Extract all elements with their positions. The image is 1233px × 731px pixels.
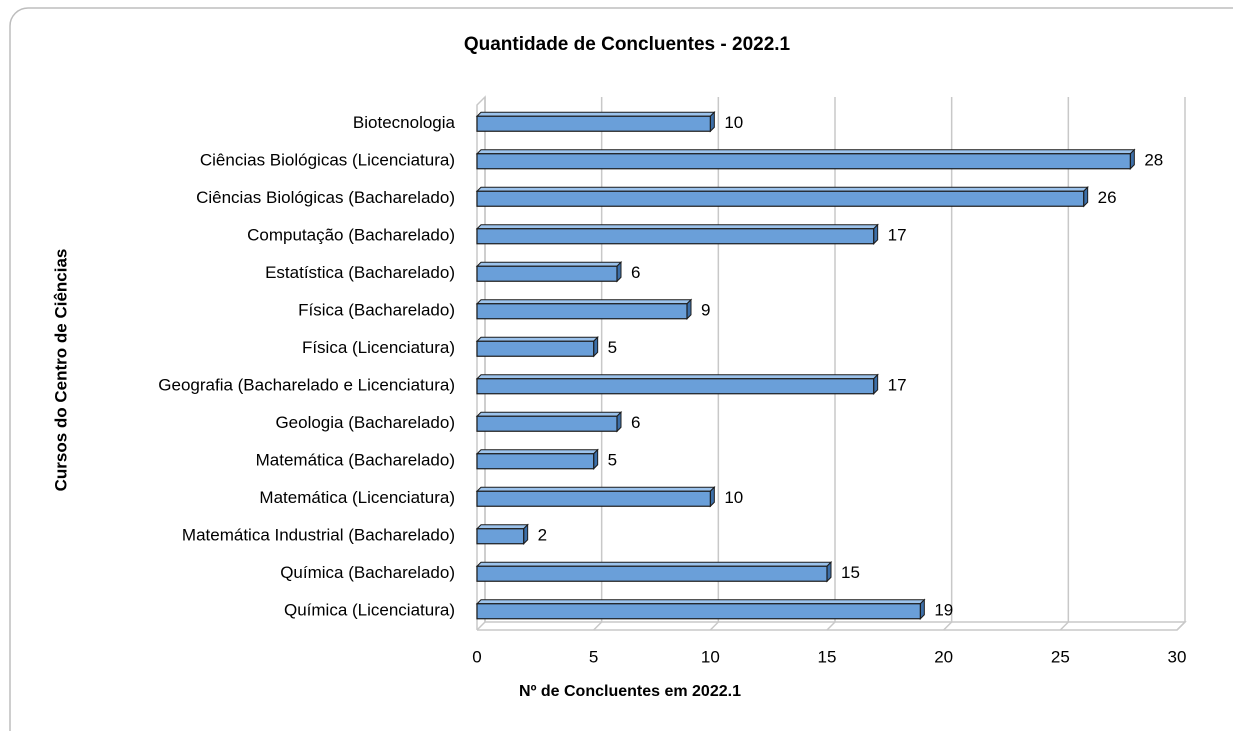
y-tick-label: Computação (Bacharelado) <box>247 226 455 245</box>
bar-side <box>873 223 879 245</box>
bar-side <box>1129 148 1135 170</box>
data-label: 28 <box>1144 151 1163 170</box>
grid-line <box>709 97 720 631</box>
y-tick-label: Matemática (Bacharelado) <box>256 451 455 470</box>
grid-line <box>1176 97 1186 631</box>
bar <box>476 340 595 357</box>
x-tick-label: 20 <box>934 647 953 666</box>
bar <box>476 153 1131 170</box>
x-tick-label: 25 <box>1051 647 1070 666</box>
bar-top <box>475 486 716 492</box>
bar <box>476 303 688 320</box>
x-tick-label: 5 <box>589 647 598 666</box>
y-tick-label: Ciências Biológicas (Bacharelado) <box>196 188 455 207</box>
data-label: 9 <box>701 301 710 320</box>
data-label: 15 <box>841 563 860 582</box>
y-axis-label: Cursos do Centro de Ciências <box>51 249 70 492</box>
y-tick-label: Estatística (Bacharelado) <box>265 263 455 282</box>
bar-top <box>475 299 693 305</box>
y-tick-label: Física (Bacharelado) <box>298 301 455 320</box>
y-tick-label: Física (Licenciatura) <box>302 338 455 357</box>
bar-top <box>475 411 623 417</box>
data-label: 6 <box>631 263 640 282</box>
x-tick-label: 15 <box>818 647 837 666</box>
data-label: 10 <box>724 113 743 132</box>
data-label: 5 <box>608 338 617 357</box>
x-tick-label: 30 <box>1168 647 1187 666</box>
bar-side <box>873 373 879 395</box>
bar <box>476 603 921 620</box>
x-tick-label: 10 <box>701 647 720 666</box>
bar-top <box>475 186 1089 192</box>
data-label: 19 <box>934 601 953 620</box>
grid-line <box>826 97 836 631</box>
bar-top <box>475 224 879 230</box>
grid-line <box>1059 97 1070 631</box>
y-tick-label: Biotecnologia <box>353 113 456 132</box>
y-tick-label: Geologia (Bacharelado) <box>275 413 455 432</box>
y-tick-label: Matemática Industrial (Bacharelado) <box>182 526 455 545</box>
y-tick-label: Química (Bacharelado) <box>280 563 455 582</box>
data-label: 2 <box>538 526 547 545</box>
data-label: 6 <box>631 413 640 432</box>
y-tick-label: Matemática (Licenciatura) <box>259 488 455 507</box>
bar-top <box>475 149 1136 155</box>
bar <box>476 228 875 245</box>
data-label: 10 <box>724 488 743 507</box>
bar <box>476 265 618 282</box>
y-tick-label: Química (Licenciatura) <box>284 601 455 620</box>
bar <box>476 453 595 470</box>
data-label: 5 <box>608 451 617 470</box>
bar <box>476 190 1085 207</box>
x-axis-label: Nº de Concluentes em 2022.1 <box>519 683 741 700</box>
bar-top <box>475 374 879 380</box>
chart-title: Quantidade de Concluentes - 2022.1 <box>464 34 791 55</box>
bar-top <box>475 449 599 455</box>
bar <box>476 115 711 132</box>
bar-top <box>475 261 623 267</box>
bar <box>476 490 711 507</box>
y-tick-label: Geografia (Bacharelado e Licenciatura) <box>158 376 455 395</box>
bar <box>476 415 618 432</box>
y-tick-label: Ciências Biológicas (Licenciatura) <box>200 151 455 170</box>
bar-top <box>475 336 599 342</box>
bar-side <box>593 336 599 358</box>
x-tick-label: 0 <box>472 647 481 666</box>
bar-side <box>593 448 599 470</box>
data-label: 17 <box>888 376 907 395</box>
data-label: 17 <box>888 226 907 245</box>
bar <box>476 565 828 582</box>
data-label: 26 <box>1098 188 1117 207</box>
bar <box>476 528 525 545</box>
grid-line <box>943 97 953 631</box>
bar <box>476 378 875 395</box>
